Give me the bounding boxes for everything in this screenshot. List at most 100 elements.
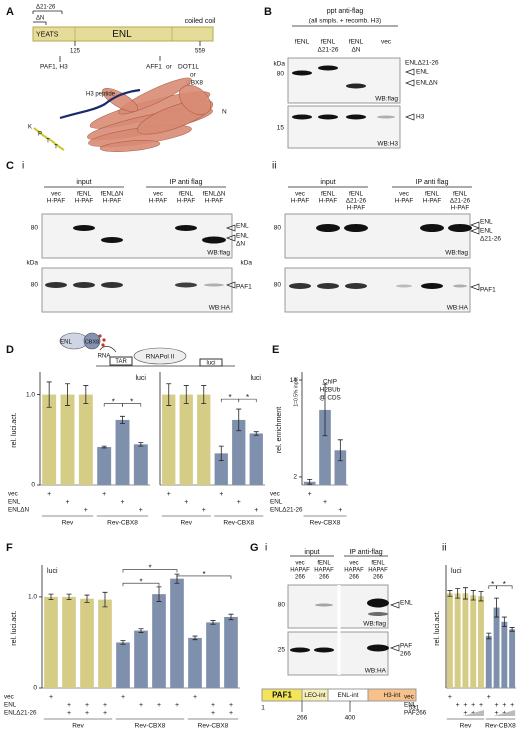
label: kDa bbox=[273, 61, 285, 68]
blot-band bbox=[73, 225, 95, 231]
label: 559 bbox=[195, 49, 206, 55]
blot bbox=[284, 213, 471, 259]
blot-band bbox=[73, 282, 95, 288]
label: vec bbox=[381, 39, 392, 46]
row-label: PAF266 bbox=[404, 710, 427, 717]
blot-band bbox=[292, 114, 312, 120]
label: PAF1, H3 bbox=[40, 64, 68, 71]
label: K bbox=[28, 125, 32, 131]
label: 531 bbox=[409, 705, 420, 712]
label: 80 bbox=[274, 282, 282, 289]
row-mark: + bbox=[85, 702, 89, 709]
error-bar bbox=[337, 439, 343, 462]
label: i bbox=[265, 543, 267, 554]
row-mark: + bbox=[502, 702, 506, 709]
bar bbox=[188, 637, 202, 688]
error-bar bbox=[84, 594, 90, 603]
label: kDa bbox=[26, 260, 38, 267]
bar bbox=[179, 394, 193, 485]
error-bar bbox=[101, 445, 107, 449]
error-bar bbox=[218, 445, 224, 461]
bar bbox=[224, 616, 238, 688]
y-tick-label: 2 bbox=[293, 474, 297, 481]
label: HAPAF bbox=[344, 568, 364, 574]
blot bbox=[287, 105, 401, 149]
bar bbox=[80, 598, 94, 688]
label: H3 peptide bbox=[86, 92, 116, 98]
error-bar bbox=[494, 597, 500, 618]
pol-shape bbox=[133, 347, 187, 365]
strand bbox=[178, 84, 212, 116]
row-mark: + bbox=[463, 702, 467, 709]
y-tick-label: 1.0 bbox=[26, 391, 35, 398]
label: or bbox=[166, 64, 173, 71]
label: N bbox=[222, 109, 227, 116]
error-bar bbox=[138, 628, 144, 633]
y-tick-label: 1.0 bbox=[28, 594, 37, 601]
label: ΔN bbox=[236, 241, 245, 248]
error-bar bbox=[236, 408, 242, 432]
significance: * bbox=[112, 398, 115, 407]
label: fENL bbox=[321, 39, 336, 46]
label: H-PAF bbox=[177, 198, 196, 205]
label: vec bbox=[153, 191, 163, 198]
panel-label: F bbox=[6, 542, 13, 554]
row-mark: + bbox=[67, 702, 71, 709]
label: (all smpls. + recomb. H3) bbox=[309, 18, 381, 25]
bar bbox=[478, 596, 484, 688]
group-label: Rev bbox=[62, 520, 74, 527]
domain-bar bbox=[32, 26, 214, 42]
bar bbox=[470, 595, 477, 688]
group-label: Rev-CBX8 bbox=[310, 520, 341, 527]
row-mark: + bbox=[323, 499, 327, 506]
label: WB:flag bbox=[363, 621, 386, 628]
label: ENL bbox=[236, 223, 249, 230]
row-mark: + bbox=[193, 694, 197, 701]
error-bar bbox=[192, 635, 198, 641]
error-bar bbox=[120, 415, 125, 424]
row-mark: + bbox=[167, 491, 171, 498]
significance: * bbox=[246, 393, 249, 402]
blot-band bbox=[367, 644, 389, 652]
bar bbox=[509, 629, 516, 688]
row-mark: + bbox=[139, 702, 143, 709]
label: ENL bbox=[60, 340, 72, 346]
label: H-PAF bbox=[423, 198, 442, 205]
label: H-PAF bbox=[451, 205, 470, 212]
label: 266 bbox=[297, 715, 308, 722]
row-label: ENL bbox=[404, 702, 417, 709]
dose-wedge bbox=[462, 710, 484, 716]
label: 400 bbox=[345, 715, 356, 722]
label: fENLΔN bbox=[101, 191, 124, 198]
row-mark: + bbox=[47, 491, 51, 498]
significance: * bbox=[130, 398, 133, 407]
label: ENL bbox=[416, 69, 429, 76]
label: fENL bbox=[425, 191, 439, 198]
row-mark: + bbox=[120, 499, 124, 506]
bar bbox=[319, 409, 331, 485]
band-pointer bbox=[390, 644, 400, 652]
label: ENL bbox=[236, 233, 249, 240]
label: Δ21-26 bbox=[346, 198, 367, 205]
row-mark: + bbox=[157, 702, 161, 709]
h3-peptide bbox=[59, 88, 141, 120]
blot-band bbox=[101, 237, 123, 243]
blot-band bbox=[318, 114, 338, 120]
blot-band bbox=[290, 647, 310, 653]
group-label: Rev-CBX8 bbox=[198, 723, 229, 730]
label: vec bbox=[399, 191, 409, 198]
error-bar bbox=[501, 616, 507, 627]
label: luci bbox=[250, 375, 261, 382]
label: WB:HA bbox=[365, 668, 387, 675]
group-label: Rev-CBX8 bbox=[107, 520, 138, 527]
row-mark: + bbox=[338, 507, 342, 514]
bar bbox=[97, 447, 112, 485]
blot-band bbox=[202, 236, 226, 244]
label: 266 bbox=[349, 575, 360, 581]
row-label: vec bbox=[4, 694, 14, 701]
label: WB:flag bbox=[207, 250, 230, 257]
dose-wedge bbox=[493, 710, 516, 716]
label: H2BUb bbox=[320, 387, 341, 394]
bar bbox=[454, 593, 461, 688]
label: H-PAF bbox=[149, 198, 168, 205]
